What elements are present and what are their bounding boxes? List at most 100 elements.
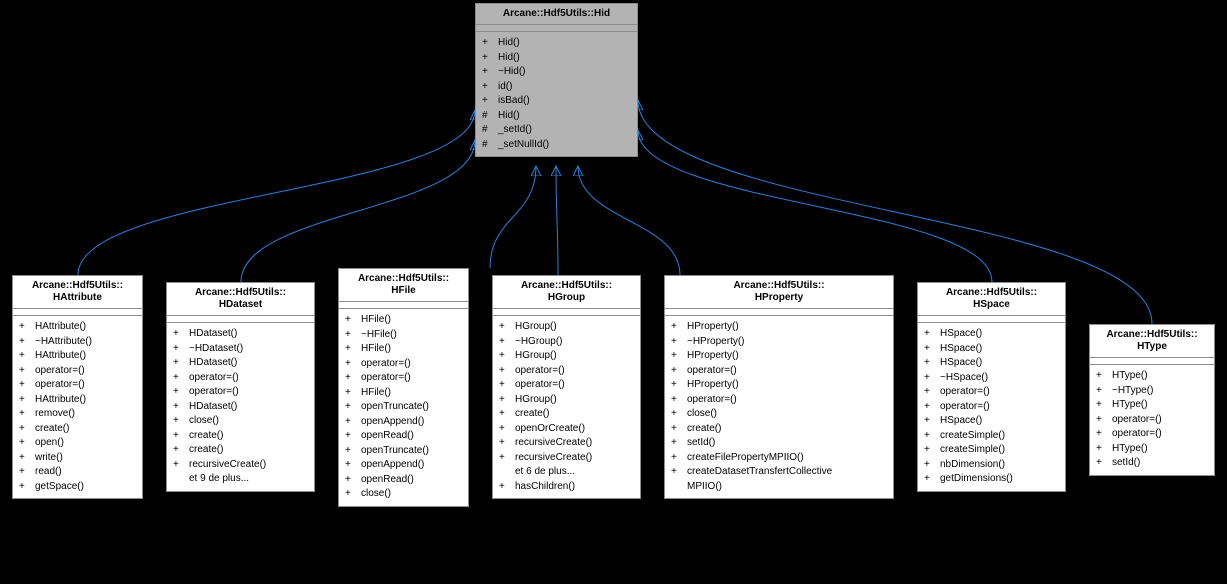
member-name: Hid() [498, 109, 631, 124]
member-name: ~HFile() [361, 328, 462, 343]
member-visibility: + [345, 386, 361, 401]
member-row: +setId() [1096, 456, 1208, 471]
member-continuation: et 6 de plus... [499, 465, 634, 480]
member-name: operator=() [361, 371, 462, 386]
member-name: recursiveCreate() [189, 458, 308, 473]
member-name: createSimple() [940, 443, 1059, 458]
member-visibility: + [482, 65, 498, 80]
member-name: createDatasetTransfertCollective [687, 465, 887, 480]
member-row: +Hid() [482, 36, 631, 51]
member-row: #Hid() [482, 109, 631, 124]
class-node-hgroup[interactable]: Arcane::Hdf5Utils::HGroup+HGroup()+~HGro… [492, 275, 641, 499]
member-name: hasChildren() [515, 480, 634, 495]
class-title: Arcane::Hdf5Utils::HDataset [167, 283, 314, 316]
member-visibility: + [671, 349, 687, 364]
member-row: +~HDataset() [173, 342, 308, 357]
inheritance-edge [556, 166, 558, 275]
member-visibility: + [1096, 413, 1112, 428]
class-node-htype[interactable]: Arcane::Hdf5Utils::HType+HType()+~HType(… [1089, 324, 1215, 476]
class-members: +HAttribute()+~HAttribute()+HAttribute()… [13, 316, 142, 498]
member-visibility: + [671, 465, 687, 480]
member-row: +HAttribute() [19, 320, 136, 335]
member-name: open() [35, 436, 136, 451]
member-row: +~HType() [1096, 384, 1208, 399]
member-visibility: + [173, 371, 189, 386]
member-row: +HSpace() [924, 342, 1059, 357]
member-row: +hasChildren() [499, 480, 634, 495]
member-visibility: + [499, 349, 515, 364]
member-visibility: + [671, 422, 687, 437]
member-name: HAttribute() [35, 393, 136, 408]
member-visibility: + [671, 436, 687, 451]
member-row: +~HSpace() [924, 371, 1059, 386]
class-members: +HProperty()+~HProperty()+HProperty()+op… [665, 316, 893, 498]
member-row: +operator=() [499, 378, 634, 393]
member-row: +openTruncate() [345, 444, 462, 459]
member-row: +HDataset() [173, 356, 308, 371]
member-row: +createSimple() [924, 443, 1059, 458]
member-visibility: + [499, 320, 515, 335]
member-row: +HSpace() [924, 327, 1059, 342]
member-name: ~Hid() [498, 65, 631, 80]
member-name: HFile() [361, 313, 462, 328]
member-visibility: + [19, 393, 35, 408]
member-row: +openRead() [345, 473, 462, 488]
member-name: HAttribute() [35, 349, 136, 364]
member-visibility: + [924, 385, 940, 400]
member-name: HType() [1112, 369, 1208, 384]
member-visibility: + [173, 443, 189, 458]
member-row: +HType() [1096, 442, 1208, 457]
member-visibility: + [499, 335, 515, 350]
class-node-hid[interactable]: Arcane::Hdf5Utils::Hid+Hid()+Hid()+~Hid(… [475, 3, 638, 157]
member-visibility: + [499, 407, 515, 422]
member-name: HProperty() [687, 320, 887, 335]
member-visibility: + [499, 422, 515, 437]
member-visibility: + [19, 335, 35, 350]
member-row: +HSpace() [924, 414, 1059, 429]
member-name: HDataset() [189, 356, 308, 371]
member-row: #_setNullId() [482, 138, 631, 153]
class-node-hattribute[interactable]: Arcane::Hdf5Utils::HAttribute+HAttribute… [12, 275, 143, 499]
member-visibility: # [482, 123, 498, 138]
member-name: operator=() [35, 378, 136, 393]
member-name: ~HAttribute() [35, 335, 136, 350]
member-name: HDataset() [189, 327, 308, 342]
member-visibility: + [924, 371, 940, 386]
member-row: +~HGroup() [499, 335, 634, 350]
member-row: #_setId() [482, 123, 631, 138]
class-node-hfile[interactable]: Arcane::Hdf5Utils::HFile+HFile()+~HFile(… [338, 268, 469, 507]
member-visibility: + [173, 414, 189, 429]
member-row: +close() [671, 407, 887, 422]
member-name: create() [189, 443, 308, 458]
member-row: +operator=() [173, 385, 308, 400]
member-name: isBad() [498, 94, 631, 109]
inheritance-edge [241, 140, 475, 282]
section-divider [476, 25, 637, 32]
member-row: +HDataset() [173, 400, 308, 415]
class-members: +HSpace()+HSpace()+HSpace()+~HSpace()+op… [918, 323, 1065, 491]
member-row: +nbDimension() [924, 458, 1059, 473]
member-row: +read() [19, 465, 136, 480]
member-visibility: + [345, 328, 361, 343]
member-row: +recursiveCreate() [499, 436, 634, 451]
member-visibility: + [482, 51, 498, 66]
member-visibility: + [671, 320, 687, 335]
member-name: setId() [687, 436, 887, 451]
member-row: +create() [19, 422, 136, 437]
class-node-hproperty[interactable]: Arcane::Hdf5Utils::HProperty+HProperty()… [664, 275, 894, 499]
class-node-hdataset[interactable]: Arcane::Hdf5Utils::HDataset+HDataset()+~… [166, 282, 315, 492]
member-name: HFile() [361, 386, 462, 401]
member-row: +operator=() [671, 364, 887, 379]
member-row: +create() [671, 422, 887, 437]
member-visibility: + [19, 451, 35, 466]
member-name: ~HSpace() [940, 371, 1059, 386]
member-name: HSpace() [940, 356, 1059, 371]
section-divider [13, 309, 142, 316]
class-node-hspace[interactable]: Arcane::Hdf5Utils::HSpace+HSpace()+HSpac… [917, 282, 1066, 492]
member-visibility: + [924, 472, 940, 487]
member-visibility: + [671, 335, 687, 350]
class-title: Arcane::Hdf5Utils::HProperty [665, 276, 893, 309]
member-visibility: + [19, 378, 35, 393]
class-title: Arcane::Hdf5Utils::HType [1090, 325, 1214, 358]
member-visibility: + [173, 385, 189, 400]
